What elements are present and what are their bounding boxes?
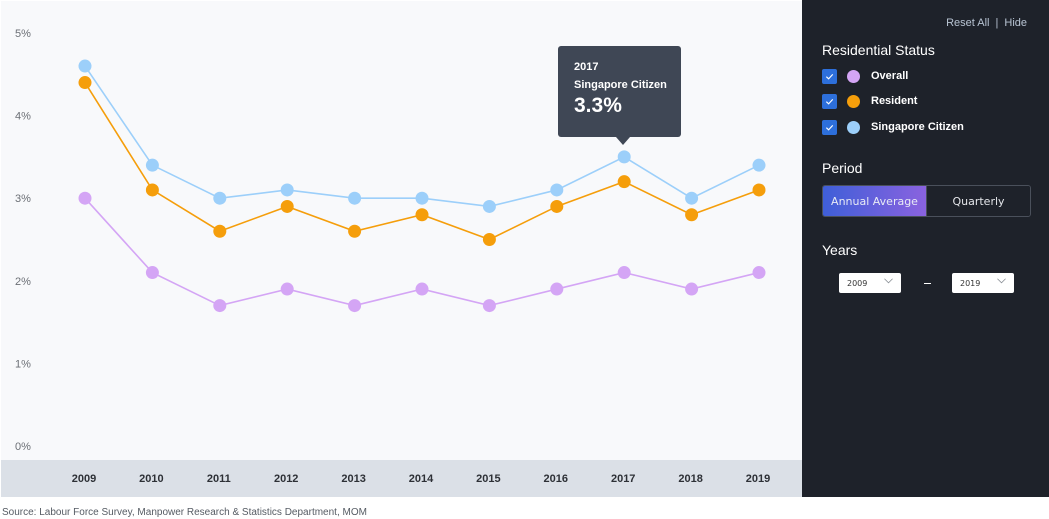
- y-tick-label: 0%: [15, 441, 31, 453]
- chart-tooltip: 2017 Singapore Citizen 3.3%: [558, 46, 681, 145]
- data-point-overall[interactable]: [145, 266, 159, 280]
- data-point-resident[interactable]: [78, 76, 92, 90]
- data-point-singapore-citizen[interactable]: [482, 199, 496, 213]
- year-range-dash: [924, 283, 931, 284]
- year-from-select[interactable]: 2009: [839, 273, 901, 293]
- filter-panel: Reset All | Hide Residential Status Overal…: [802, 0, 1049, 497]
- link-separator: |: [995, 17, 999, 29]
- data-point-singapore-citizen[interactable]: [280, 183, 294, 197]
- swatch-overall: [847, 69, 860, 83]
- data-point-overall[interactable]: [78, 191, 92, 205]
- x-tick-label: 2013: [341, 473, 365, 485]
- data-point-singapore-citizen[interactable]: [685, 191, 699, 205]
- data-point-resident[interactable]: [280, 199, 294, 213]
- swatch-resident: [847, 94, 860, 108]
- year-to-select[interactable]: 2019: [952, 273, 1014, 293]
- series-points: [78, 59, 766, 313]
- data-point-overall[interactable]: [550, 282, 564, 296]
- data-point-overall[interactable]: [685, 282, 699, 296]
- data-point-overall[interactable]: [348, 299, 362, 313]
- period-quarterly-button[interactable]: Quarterly: [926, 186, 1030, 216]
- x-tick-label: 2010: [139, 473, 163, 485]
- tooltip-value: 3.3%: [574, 94, 622, 117]
- y-tick-label: 2%: [15, 276, 31, 288]
- panel-links: Reset All | Hide: [946, 17, 1027, 29]
- legend-item-singapore-citizen[interactable]: Singapore Citizen: [822, 119, 964, 135]
- x-axis-band: [1, 460, 802, 497]
- data-point-resident[interactable]: [145, 183, 159, 197]
- x-tick-label: 2009: [72, 473, 96, 485]
- data-point-resident[interactable]: [482, 233, 496, 246]
- chevron-down-icon: [884, 278, 893, 284]
- data-point-overall[interactable]: [415, 282, 429, 296]
- legend-label-singapore-citizen: Singapore Citizen: [871, 121, 964, 133]
- x-tick-label: 2018: [678, 473, 702, 485]
- data-point-singapore-citizen[interactable]: [78, 59, 92, 73]
- period-toggle: Annual Average Quarterly: [822, 185, 1031, 217]
- line-chart: 0% 1% 2% 3% 4% 5% 2009 2010 2011 2012 2013 2014 201…: [15, 28, 770, 485]
- data-point-singapore-citizen[interactable]: [752, 158, 766, 172]
- source-note: Source: Labour Force Survey, Manpower Re…: [2, 507, 367, 518]
- data-point-overall[interactable]: [213, 299, 227, 313]
- tooltip-series: Singapore Citizen: [574, 79, 667, 91]
- chevron-down-icon: [997, 278, 1006, 284]
- period-heading: Period: [822, 160, 863, 176]
- tooltip-year: 2017: [574, 61, 599, 73]
- data-point-overall[interactable]: [280, 282, 294, 296]
- data-point-resident[interactable]: [752, 183, 766, 197]
- legend-label-resident: Resident: [871, 95, 918, 107]
- year-from-value: 2009: [847, 278, 868, 288]
- check-icon: [825, 98, 834, 105]
- y-tick-label: 1%: [15, 358, 31, 370]
- x-tick-label: 2015: [476, 473, 500, 485]
- years-heading: Years: [822, 242, 858, 258]
- legend-item-resident[interactable]: Resident: [822, 93, 917, 109]
- x-tick-label: 2011: [207, 473, 231, 485]
- data-point-singapore-citizen[interactable]: [415, 191, 429, 205]
- data-point-overall[interactable]: [617, 266, 631, 280]
- y-tick-label: 4%: [15, 111, 31, 123]
- reset-all-link[interactable]: Reset All: [946, 17, 990, 29]
- check-icon: [825, 73, 834, 80]
- y-tick-label: 5%: [15, 28, 31, 40]
- check-icon: [825, 124, 834, 131]
- data-point-resident[interactable]: [550, 199, 564, 213]
- checkbox-singapore-citizen[interactable]: [822, 119, 837, 135]
- hide-link[interactable]: Hide: [1004, 17, 1027, 29]
- data-point-singapore-citizen[interactable]: [617, 150, 631, 164]
- data-point-resident[interactable]: [213, 224, 227, 238]
- legend-label-overall: Overall: [871, 70, 909, 82]
- checkbox-resident[interactable]: [822, 93, 837, 109]
- swatch-singapore-citizen: [847, 120, 860, 134]
- year-to-value: 2019: [960, 278, 981, 288]
- data-point-overall[interactable]: [482, 299, 496, 313]
- x-tick-label: 2019: [746, 473, 770, 485]
- period-annual-average-button[interactable]: Annual Average: [823, 186, 926, 216]
- x-axis: 2009 2010 2011 2012 2013 2014 2015 2016 2017 2018…: [72, 473, 770, 485]
- data-point-resident[interactable]: [617, 175, 631, 189]
- residential-status-heading: Residential Status: [822, 42, 935, 58]
- data-point-singapore-citizen[interactable]: [550, 183, 564, 197]
- x-tick-label: 2014: [409, 473, 434, 485]
- y-axis: 0% 1% 2% 3% 4% 5%: [15, 28, 31, 453]
- data-point-singapore-citizen[interactable]: [145, 158, 159, 172]
- data-point-resident[interactable]: [685, 208, 699, 222]
- x-tick-label: 2016: [544, 473, 568, 485]
- data-point-singapore-citizen[interactable]: [213, 191, 227, 205]
- data-point-resident[interactable]: [415, 208, 429, 222]
- checkbox-overall[interactable]: [822, 68, 837, 84]
- y-tick-label: 3%: [15, 193, 31, 205]
- data-point-singapore-citizen[interactable]: [348, 191, 362, 205]
- data-point-resident[interactable]: [348, 224, 362, 238]
- x-tick-label: 2012: [274, 473, 298, 485]
- data-point-overall[interactable]: [752, 266, 766, 280]
- legend-item-overall[interactable]: Overall: [822, 68, 908, 84]
- x-tick-label: 2017: [611, 473, 635, 485]
